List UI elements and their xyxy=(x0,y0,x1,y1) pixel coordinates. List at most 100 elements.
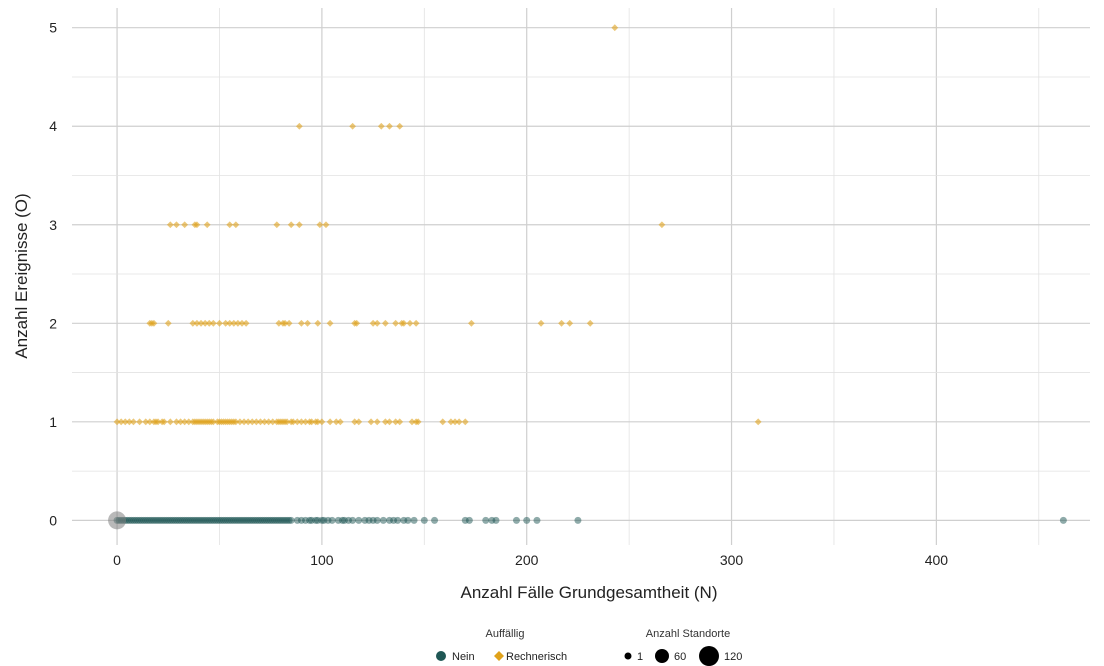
legend-marker-rechnerisch xyxy=(494,651,504,661)
data-point-rechnerisch xyxy=(288,221,295,228)
data-point-rechnerisch xyxy=(298,320,305,327)
data-point-rechnerisch xyxy=(286,320,293,327)
data-point-nein xyxy=(374,517,381,524)
data-point-rechnerisch xyxy=(659,221,666,228)
data-point-nein xyxy=(513,517,520,524)
data-point-rechnerisch xyxy=(611,24,618,31)
data-point-rechnerisch xyxy=(314,320,321,327)
data-point-nein xyxy=(466,517,473,524)
data-point-rechnerisch xyxy=(167,418,174,425)
data-point-rechnerisch xyxy=(439,418,446,425)
data-point-nein xyxy=(394,517,401,524)
legend-size-marker xyxy=(699,646,719,666)
data-point-rechnerisch xyxy=(468,320,475,327)
data-point-nein xyxy=(380,517,387,524)
legend-size-label: 120 xyxy=(724,651,742,663)
x-tick-label: 300 xyxy=(720,552,744,568)
legend-color-entries: Nein Rechnerisch xyxy=(436,651,567,663)
grid-lines xyxy=(72,8,1090,545)
data-point-rechnerisch xyxy=(462,418,469,425)
legend: Auffällig Nein Rechnerisch Anzahl Standor… xyxy=(436,628,742,666)
legend-size-entries: 1 60 120 xyxy=(625,646,743,666)
x-axis-title: Anzahl Fälle Grundgesamtheit (N) xyxy=(460,583,717,602)
data-point-rechnerisch xyxy=(204,221,211,228)
data-point-rechnerisch xyxy=(318,418,325,425)
legend-size-marker xyxy=(625,653,632,660)
legend-size-title: Anzahl Standorte xyxy=(646,628,730,640)
x-tick-label: 100 xyxy=(310,552,334,568)
data-point-nein xyxy=(533,517,540,524)
data-point-nein xyxy=(523,517,530,524)
data-point-rechnerisch xyxy=(374,320,381,327)
data-point-rechnerisch xyxy=(374,418,381,425)
data-point-rechnerisch xyxy=(755,418,762,425)
data-point-rechnerisch xyxy=(210,320,217,327)
data-point-rechnerisch xyxy=(181,221,188,228)
data-point-rechnerisch xyxy=(327,320,334,327)
data-point-nein xyxy=(482,517,489,524)
data-point-rechnerisch xyxy=(243,320,250,327)
data-point-rechnerisch xyxy=(232,221,239,228)
data-point-rechnerisch xyxy=(382,320,389,327)
legend-size-marker xyxy=(655,649,669,663)
data-point-rechnerisch xyxy=(216,320,223,327)
data-point-rechnerisch xyxy=(273,221,280,228)
data-point-rechnerisch xyxy=(296,123,303,130)
legend-color-title: Auffällig xyxy=(486,628,525,640)
data-point-rechnerisch xyxy=(587,320,594,327)
legend-marker-nein xyxy=(436,651,446,661)
legend-label: Rechnerisch xyxy=(506,651,567,663)
data-point-rechnerisch xyxy=(226,221,233,228)
data-point-rechnerisch xyxy=(173,221,180,228)
data-point-rechnerisch xyxy=(296,221,303,228)
data-point-nein xyxy=(492,517,499,524)
data-point-rechnerisch xyxy=(167,221,174,228)
legend-size-label: 1 xyxy=(637,651,643,663)
data-point-rechnerisch xyxy=(304,320,311,327)
data-point-nein xyxy=(431,517,438,524)
data-point-rechnerisch xyxy=(378,123,385,130)
x-tick-label: 0 xyxy=(113,552,121,568)
data-point-rechnerisch xyxy=(355,418,362,425)
data-point-rechnerisch xyxy=(323,221,330,228)
data-point-rechnerisch xyxy=(392,320,399,327)
x-tick-label: 200 xyxy=(515,552,539,568)
data-point-rechnerisch xyxy=(349,123,356,130)
data-point-rechnerisch xyxy=(407,320,414,327)
data-point-rechnerisch xyxy=(566,320,573,327)
data-point-rechnerisch xyxy=(396,418,403,425)
data-point-nein xyxy=(421,517,428,524)
data-point-nein xyxy=(349,517,356,524)
data-point-rechnerisch xyxy=(538,320,545,327)
data-point-rechnerisch xyxy=(337,418,344,425)
y-tick-label: 5 xyxy=(49,20,57,36)
data-point-nein xyxy=(574,517,581,524)
data-point-rechnerisch xyxy=(136,418,143,425)
data-point-rechnerisch xyxy=(327,418,334,425)
y-tick-label: 4 xyxy=(49,118,57,134)
data-point-rechnerisch xyxy=(130,418,137,425)
x-tick-label: 400 xyxy=(925,552,949,568)
data-point-aggregate xyxy=(108,511,126,529)
y-axis-title: Anzahl Ereignisse (O) xyxy=(12,193,31,358)
data-point-rechnerisch xyxy=(386,418,393,425)
data-point-rechnerisch xyxy=(165,320,172,327)
data-point-nein xyxy=(355,517,362,524)
data-points xyxy=(108,24,1067,529)
data-point-nein xyxy=(404,517,411,524)
data-point-rechnerisch xyxy=(456,418,463,425)
y-tick-label: 1 xyxy=(49,414,57,430)
data-point-nein xyxy=(411,517,418,524)
data-point-rechnerisch xyxy=(558,320,565,327)
data-point-rechnerisch xyxy=(413,320,420,327)
data-point-rechnerisch xyxy=(386,123,393,130)
data-point-nein xyxy=(329,517,336,524)
legend-size-label: 60 xyxy=(674,651,686,663)
data-point-nein xyxy=(288,517,295,524)
data-point-nein xyxy=(1060,517,1067,524)
y-tick-label: 3 xyxy=(49,217,57,233)
y-tick-label: 2 xyxy=(49,315,57,331)
y-tick-label: 0 xyxy=(49,512,57,528)
data-point-rechnerisch xyxy=(368,418,375,425)
